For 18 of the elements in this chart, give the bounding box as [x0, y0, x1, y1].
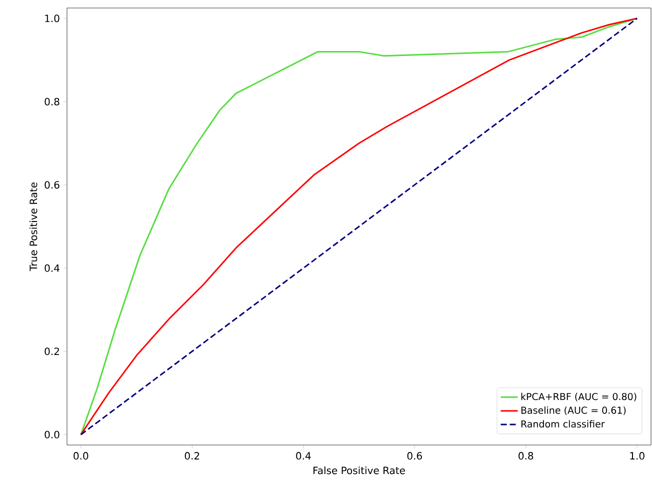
x-tick-label: 0.2	[184, 452, 200, 460]
y-tick-label: 0.8	[44, 98, 60, 106]
y-tick-label: 0.2	[44, 348, 59, 356]
x-tick-label: 0.4	[296, 452, 311, 460]
legend-label: kPCA+RBF (AUC = 0.80)	[521, 392, 636, 402]
y-tick-label: 0.6	[44, 181, 60, 189]
legend-label: Baseline (AUC = 0.61)	[521, 406, 626, 415]
x-tick-label: 0.6	[407, 452, 422, 460]
x-tick-label: 1.0	[630, 452, 644, 460]
y-axis-title: True Positive Rate	[29, 182, 38, 272]
line-series	[80, 18, 638, 436]
y-tick-label: 0.0	[44, 430, 60, 438]
legend-label: Random classifier	[521, 420, 605, 428]
x-tick-label: 0.0	[74, 452, 88, 460]
x-tick-label: 0.8	[518, 452, 534, 460]
x-axis-title: False Positive Rate	[314, 466, 405, 474]
y-tick-label: 1.0	[45, 14, 60, 22]
y-tick-label: 0.4	[44, 264, 60, 272]
